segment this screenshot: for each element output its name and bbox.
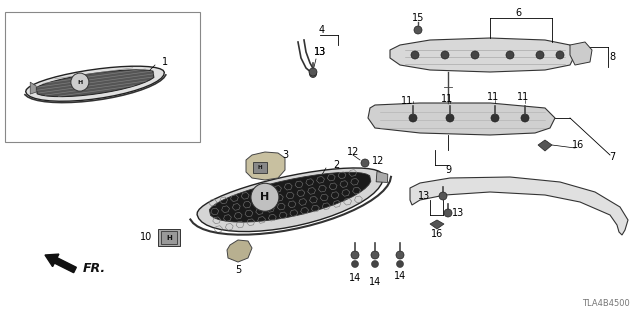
Circle shape bbox=[411, 51, 419, 59]
Polygon shape bbox=[376, 172, 388, 182]
Text: 11: 11 bbox=[441, 94, 453, 104]
Polygon shape bbox=[36, 70, 154, 97]
Polygon shape bbox=[410, 177, 628, 235]
Bar bbox=[158, 229, 180, 246]
Text: 13: 13 bbox=[418, 191, 430, 201]
Text: 8: 8 bbox=[609, 52, 615, 62]
Polygon shape bbox=[209, 172, 371, 222]
Text: 11: 11 bbox=[401, 96, 413, 106]
Circle shape bbox=[536, 51, 544, 59]
FancyArrow shape bbox=[45, 254, 76, 273]
Text: FR.: FR. bbox=[83, 261, 106, 275]
Text: 16: 16 bbox=[431, 229, 443, 239]
Text: TLA4B4500: TLA4B4500 bbox=[582, 299, 630, 308]
Text: 5: 5 bbox=[235, 265, 241, 275]
Text: H: H bbox=[77, 80, 83, 84]
Circle shape bbox=[309, 68, 317, 76]
Text: 11: 11 bbox=[487, 92, 499, 102]
Text: 11: 11 bbox=[517, 92, 529, 102]
Text: 13: 13 bbox=[314, 47, 326, 57]
Circle shape bbox=[441, 51, 449, 59]
Text: 14: 14 bbox=[369, 277, 381, 287]
Text: 10: 10 bbox=[140, 232, 152, 242]
Circle shape bbox=[351, 260, 358, 268]
Polygon shape bbox=[368, 103, 555, 135]
Polygon shape bbox=[30, 82, 36, 94]
Circle shape bbox=[439, 192, 447, 200]
Polygon shape bbox=[390, 38, 575, 72]
Bar bbox=[253, 162, 267, 173]
Text: 13: 13 bbox=[314, 47, 326, 57]
Circle shape bbox=[371, 260, 378, 268]
Polygon shape bbox=[538, 140, 552, 151]
Text: 16: 16 bbox=[572, 140, 584, 150]
Circle shape bbox=[446, 114, 454, 122]
Circle shape bbox=[361, 159, 369, 167]
Text: 13: 13 bbox=[452, 208, 464, 218]
Circle shape bbox=[444, 209, 452, 217]
Polygon shape bbox=[26, 66, 164, 101]
Polygon shape bbox=[227, 240, 252, 262]
Text: 14: 14 bbox=[394, 271, 406, 281]
Circle shape bbox=[310, 70, 317, 77]
Text: 12: 12 bbox=[347, 147, 359, 157]
Bar bbox=[5, 12, 200, 142]
Circle shape bbox=[409, 114, 417, 122]
Circle shape bbox=[491, 114, 499, 122]
Text: 9: 9 bbox=[445, 165, 451, 175]
Text: 1: 1 bbox=[162, 57, 168, 67]
Polygon shape bbox=[197, 168, 383, 232]
Text: 12: 12 bbox=[372, 156, 385, 166]
Text: 3: 3 bbox=[282, 150, 288, 160]
Polygon shape bbox=[246, 152, 285, 180]
Text: 6: 6 bbox=[515, 8, 521, 18]
Circle shape bbox=[71, 73, 89, 91]
Circle shape bbox=[251, 183, 279, 211]
Circle shape bbox=[506, 51, 514, 59]
Circle shape bbox=[371, 251, 379, 259]
Circle shape bbox=[521, 114, 529, 122]
Circle shape bbox=[396, 251, 404, 259]
Text: 14: 14 bbox=[349, 273, 361, 283]
Polygon shape bbox=[430, 220, 444, 229]
Circle shape bbox=[556, 51, 564, 59]
Circle shape bbox=[351, 251, 359, 259]
Text: 7: 7 bbox=[609, 152, 615, 162]
Text: 2: 2 bbox=[333, 160, 339, 170]
Text: H: H bbox=[258, 165, 262, 170]
Circle shape bbox=[471, 51, 479, 59]
Polygon shape bbox=[570, 42, 592, 65]
Bar bbox=[161, 231, 177, 244]
Text: H: H bbox=[166, 235, 172, 241]
Text: ◄: ◄ bbox=[542, 140, 548, 146]
Text: 4: 4 bbox=[319, 25, 325, 35]
Circle shape bbox=[397, 260, 403, 268]
Text: 15: 15 bbox=[412, 13, 424, 23]
Text: H: H bbox=[260, 192, 269, 202]
Circle shape bbox=[414, 26, 422, 34]
